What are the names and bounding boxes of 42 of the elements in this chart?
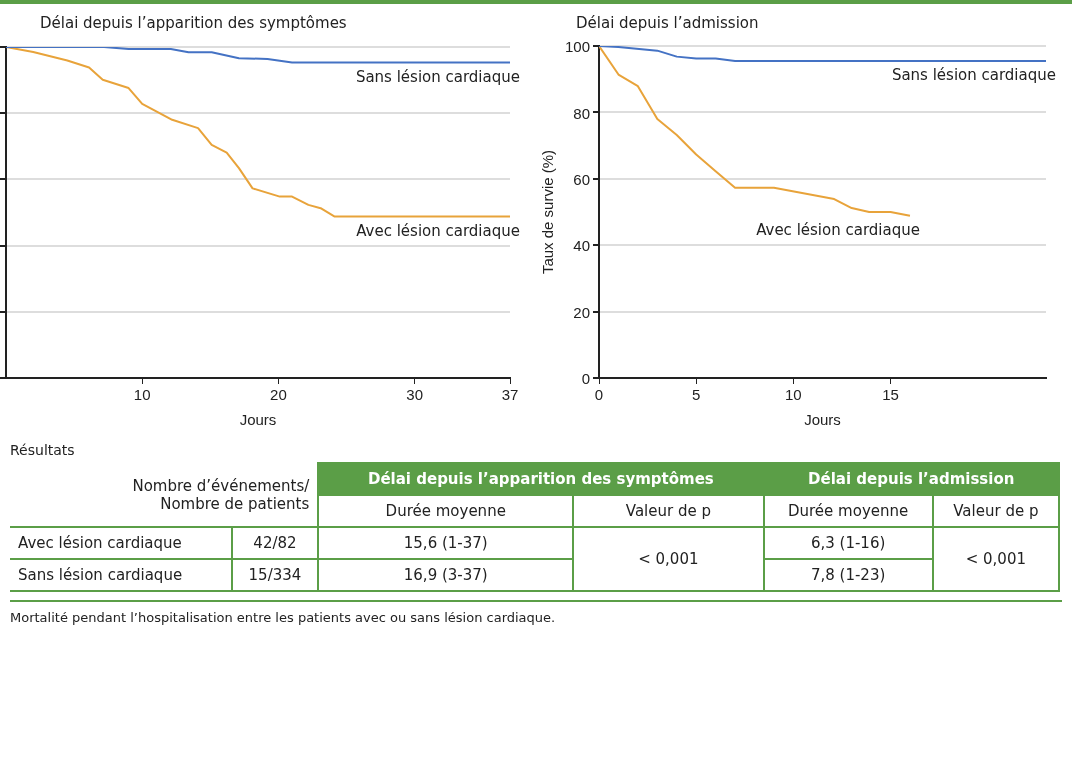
text: 16,9 (3-37) (403, 566, 488, 584)
text: < 0,001 (965, 550, 1026, 568)
series-label: Sans lésion cardiaque (891, 66, 1056, 85)
category-label: Durée moyenne (763, 495, 933, 527)
x-tick-label: 20 (270, 386, 287, 404)
y-axis-title: Taux de survie (%) (539, 149, 557, 275)
text: Résultats (10, 442, 76, 458)
category-label: Valeur de p (932, 495, 1059, 527)
x-tick-label: 10 (785, 386, 802, 404)
category-label: Nombre d’événements/ Nombre de patients (10, 463, 319, 527)
text: < 0,001 (638, 550, 699, 568)
category-label: Avec lésion cardiaque (18, 534, 182, 552)
text: 42/82 (253, 534, 297, 552)
text: Délai depuis l’admission (763, 463, 1059, 495)
category-label: Durée moyenne (318, 495, 574, 527)
y-tick-label: 0 (581, 370, 591, 388)
text: 15/334 (248, 566, 302, 584)
x-axis-title: Jours (804, 411, 841, 429)
x-tick-label: 30 (406, 386, 423, 404)
text: Délai depuis l’apparition des symptômes (318, 463, 764, 495)
x-tick-label: 0 (594, 386, 604, 404)
chart-title: Délai depuis l’admission (576, 14, 760, 34)
category-label: Valeur de p (573, 495, 764, 527)
x-axis-title: Jours (239, 411, 277, 429)
x-tick-label: 10 (133, 386, 151, 404)
y-tick-label: 80 (573, 104, 591, 122)
y-tick-label: 60 (573, 170, 591, 188)
series-label: Avec lésion cardiaque (356, 221, 520, 240)
y-tick-label: 100 (565, 38, 591, 56)
text: 7,8 (1-23) (810, 566, 886, 584)
series-label: Avec lésion cardiaque (756, 221, 920, 240)
y-tick-label: 20 (573, 303, 591, 321)
chart-title: Délai depuis l’apparition des symptômes (40, 14, 348, 34)
series-label: Sans lésion cardiaque (355, 67, 520, 86)
x-tick-label: 37 (501, 386, 519, 404)
x-tick-label: 5 (692, 386, 701, 404)
text: 6,3 (1-16) (810, 534, 886, 552)
text: 15,6 (1-37) (403, 534, 488, 552)
y-tick-label: 40 (573, 237, 591, 255)
text: Mortalité pendant l’hospitalisation entre les patients avec ou sans lésion cardiaque. (10, 600, 1062, 625)
category-label: Sans lésion cardiaque (18, 566, 183, 584)
x-tick-label: 15 (882, 386, 899, 404)
